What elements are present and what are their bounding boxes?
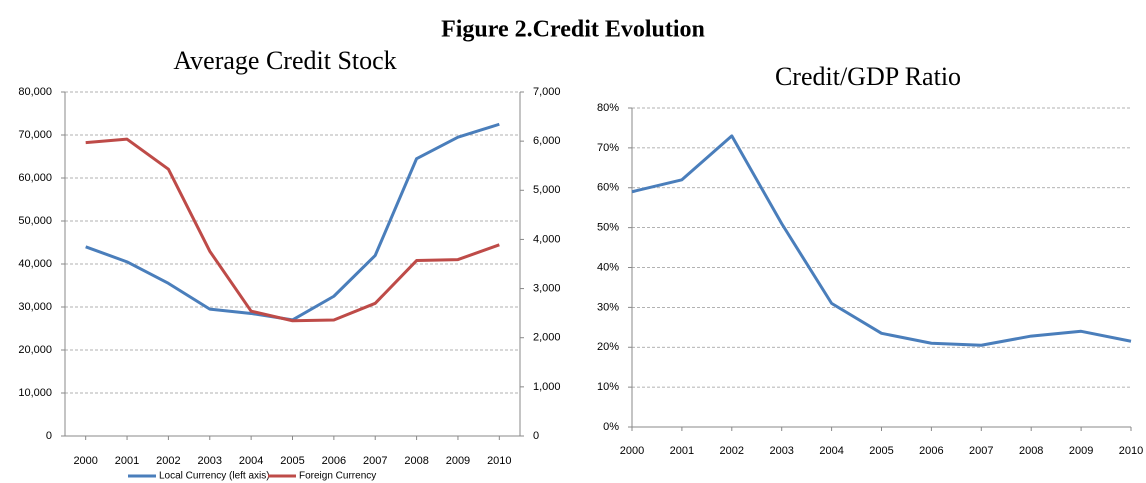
x-tick-label: 2004 — [239, 455, 263, 467]
y2-tick-label: 2,000 — [533, 332, 561, 344]
y-tick-label: 60,000 — [18, 172, 52, 184]
x-tick-label: 2009 — [446, 455, 470, 467]
y-tick-label: 50,000 — [18, 215, 52, 227]
legend-label: Local Currency (left axis) — [159, 471, 270, 482]
y-tick-label: 70% — [597, 142, 619, 154]
y-tick-label: 0% — [603, 421, 619, 433]
y-tick-label: 30,000 — [18, 301, 52, 313]
x-tick-label: 2001 — [115, 455, 139, 467]
figure-title: Figure 2.Credit Evolution — [441, 17, 705, 43]
y-tick-label: 60% — [597, 182, 619, 194]
y-tick-label: 40,000 — [18, 258, 52, 270]
line-series — [85, 137, 500, 323]
x-tick-label: 2008 — [1019, 445, 1043, 457]
x-tick-label: 2007 — [969, 445, 993, 457]
y2-tick-label: 4,000 — [533, 233, 561, 245]
x-tick-label: 2007 — [363, 455, 387, 467]
x-tick-label: 2010 — [487, 455, 511, 467]
x-tick-label: 2010 — [1119, 445, 1143, 457]
x-tick-label: 2009 — [1069, 445, 1093, 457]
y-tick-label: 50% — [597, 222, 619, 234]
y-tick-label: 30% — [597, 301, 619, 313]
y2-tick-label: 1,000 — [533, 381, 561, 393]
y-tick-label: 70,000 — [18, 129, 52, 141]
y-tick-label: 80,000 — [18, 86, 52, 98]
x-tick-label: 2005 — [869, 445, 893, 457]
x-tick-label: 2006 — [322, 455, 346, 467]
x-tick-label: 2002 — [720, 445, 744, 457]
y2-tick-label: 7,000 — [533, 86, 561, 98]
chart-title: Credit/GDP Ratio — [775, 62, 961, 91]
y-tick-label: 10,000 — [18, 387, 52, 399]
x-tick-label: 2003 — [198, 455, 222, 467]
y2-tick-label: 3,000 — [533, 282, 561, 294]
y2-tick-label: 0 — [533, 430, 539, 442]
y-tick-label: 10% — [597, 381, 619, 393]
y-tick-label: 0 — [46, 430, 52, 442]
y-tick-label: 20,000 — [18, 344, 52, 356]
x-tick-label: 2005 — [280, 455, 304, 467]
y2-tick-label: 6,000 — [533, 135, 561, 147]
x-tick-label: 2001 — [670, 445, 694, 457]
x-tick-label: 2003 — [769, 445, 793, 457]
x-tick-label: 2008 — [404, 455, 428, 467]
x-tick-label: 2002 — [156, 455, 180, 467]
y-tick-label: 80% — [597, 102, 619, 114]
line-series — [631, 134, 1132, 347]
y-tick-label: 20% — [597, 341, 619, 353]
x-tick-label: 2000 — [620, 445, 644, 457]
x-tick-label: 2000 — [73, 455, 97, 467]
y2-tick-label: 5,000 — [533, 184, 561, 196]
chart-title: Average Credit Stock — [173, 46, 396, 75]
x-tick-label: 2006 — [919, 445, 943, 457]
y-tick-label: 40% — [597, 261, 619, 273]
legend-label: Foreign Currency — [299, 471, 376, 482]
x-tick-label: 2004 — [819, 445, 843, 457]
